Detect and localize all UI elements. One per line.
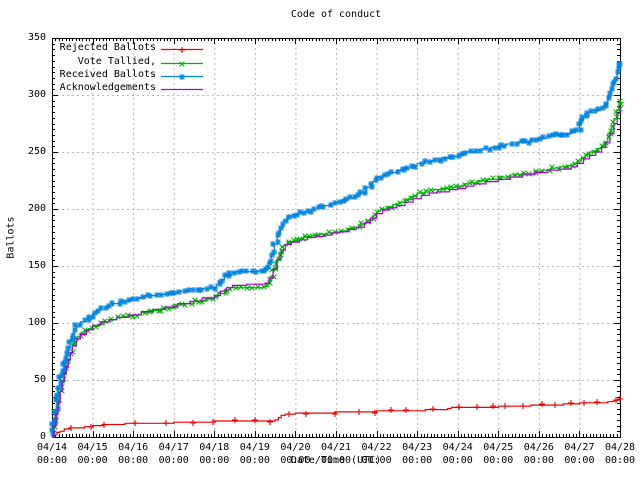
series-received-ballots-markers [49, 61, 623, 437]
x-tick-label-04-26: 04/26 00:00 [523, 442, 554, 466]
y-tick-label-100: 100 [27, 317, 46, 328]
chart-title: Code of conduct [290, 9, 382, 20]
legend-label: Received Ballots [59, 68, 156, 80]
x-tick-label-04-16: 04/16 00:00 [118, 442, 149, 466]
axis-ticks [52, 38, 621, 438]
legend-label: Acknowledgements [59, 82, 156, 94]
y-tick-label-300: 300 [27, 89, 46, 100]
purple-line-sample [160, 81, 204, 94]
legend-item-acknowledgements: Acknowledgements [57, 81, 204, 94]
x-tick-label-04-20: 04/20 00:00 [280, 442, 311, 466]
series-acknowledgements-line [52, 106, 621, 438]
x-axis-title: Date/Time (UTC) [290, 455, 382, 466]
x-tick-label-04-21: 04/21 00:00 [320, 442, 352, 466]
y-tick-label-200: 200 [27, 203, 46, 214]
x-tick-label-04-18: 04/18 00:00 [199, 442, 230, 466]
grid [52, 38, 620, 437]
x-tick-label-04-28: 04/28 00:00 [604, 442, 636, 466]
x-tick-label-04-15: 04/15 00:00 [77, 442, 108, 466]
legend-sample-glyph [161, 47, 203, 54]
green-cross-line-sample [160, 55, 204, 68]
x-tick-label-04-23: 04/23 00:00 [402, 442, 433, 466]
legend-label: Rejected Ballots [59, 42, 156, 54]
y-tick-label-150: 150 [27, 260, 46, 271]
red-plus-line-sample [160, 41, 204, 54]
y-tick-label-250: 250 [27, 146, 46, 157]
legend-item-rejected-ballots: Rejected Ballots [57, 41, 204, 54]
legend-item-vote-tallied: Vote Tallied, [57, 54, 204, 67]
series-received-ballots-line [52, 64, 621, 438]
y-tick-label-50: 50 [33, 374, 46, 385]
x-tick-label-04-25: 04/25 00:00 [483, 442, 514, 466]
series-rejected-ballots-line [52, 398, 620, 438]
series-vote-tallied-line [52, 100, 621, 438]
series-rejected-ballots-markers [68, 396, 623, 431]
x-tick-label-04-19: 04/19 00:00 [239, 442, 270, 466]
legend-sample-glyph [161, 60, 203, 67]
y-tick-label-0: 0 [39, 431, 46, 442]
legend: Rejected Ballots Vote Tallied, Received … [57, 41, 204, 95]
x-tick-label-04-24: 04/24 00:00 [442, 442, 473, 466]
legend-label: Vote Tallied, [77, 55, 156, 67]
y-tick-label-350: 350 [27, 32, 46, 43]
legend-item-received-ballots: Received Ballots [57, 68, 204, 81]
x-tick-label-04-27: 04/27 00:00 [564, 442, 595, 466]
legend-sample-glyph [161, 73, 203, 80]
x-tick-label-04-22: 04/22 00:00 [361, 442, 392, 466]
x-tick-label-04-17: 04/17 00:00 [158, 442, 189, 466]
legend-sample-glyph [161, 89, 203, 91]
blue-star-line-sample [160, 68, 204, 81]
x-tick-label-04-14: 04/14 00:00 [36, 442, 68, 466]
